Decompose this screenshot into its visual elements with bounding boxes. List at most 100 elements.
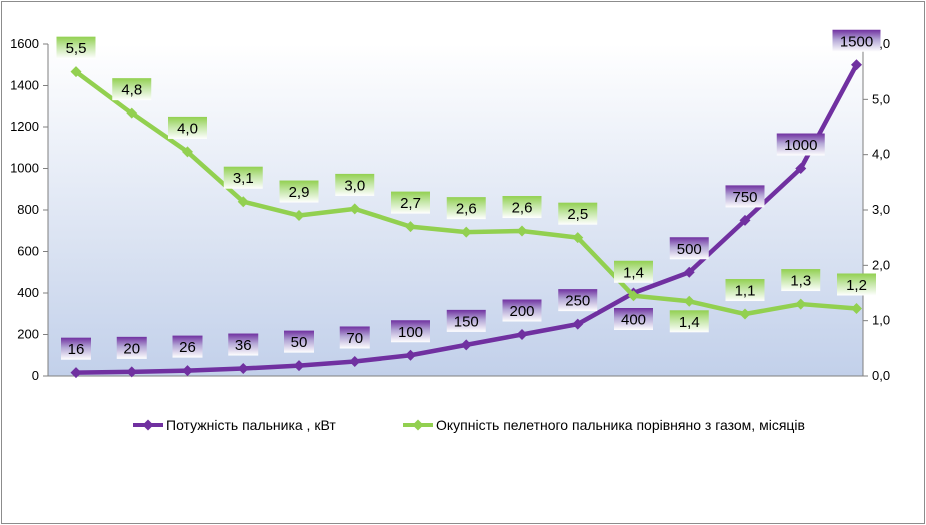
data-label-text: 16 [68, 341, 85, 358]
y-right-tick-label: 5,0 [872, 91, 890, 106]
data-label-box [335, 173, 375, 196]
data-label-text: 50 [291, 334, 308, 351]
data-label-text: 150 [454, 313, 479, 330]
data-label-box [446, 309, 486, 332]
data-label-text: 1500 [840, 33, 873, 50]
data-label-power: 50 [284, 330, 314, 353]
data-label-text: 250 [565, 293, 590, 310]
data-point-payback [795, 298, 807, 310]
data-label-box [391, 191, 430, 214]
y-left-tick-label: 1600 [10, 36, 39, 51]
data-point-power [516, 329, 528, 340]
data-point-payback [70, 66, 82, 78]
data-point-power [182, 365, 193, 377]
data-point-payback [182, 146, 193, 158]
data-label-box [112, 78, 152, 101]
data-label-text: 4,0 [177, 120, 198, 137]
data-label-box [781, 269, 821, 292]
data-label-text: 2,5 [567, 206, 588, 223]
data-label-box [339, 326, 370, 349]
data-label-power: 20 [116, 336, 147, 359]
data-label-payback: 2,6 [502, 196, 542, 219]
y-right-tick-label: 2,0 [872, 257, 890, 272]
y-right-tick-label: 4,0 [872, 147, 890, 162]
data-point-power [293, 360, 305, 372]
data-label-box [614, 308, 653, 330]
data-label-box [172, 335, 203, 358]
data-point-power [851, 59, 862, 71]
data-point-power [683, 266, 695, 278]
y-left-tick-label: 800 [17, 202, 39, 217]
data-label-payback: 1,3 [781, 269, 821, 292]
data-label-box [558, 202, 598, 225]
data-point-power [572, 318, 584, 330]
data-label-text: 1000 [784, 137, 817, 154]
data-label-payback: 2,7 [391, 191, 430, 214]
data-point-payback [460, 226, 472, 238]
data-label-payback: 3,0 [335, 173, 375, 196]
data-label-power: 1500 [832, 29, 881, 52]
data-label-text: 4,8 [121, 82, 142, 99]
data-label-box [837, 273, 876, 296]
data-label-payback: 4,8 [112, 78, 152, 101]
legend-item-payback[interactable]: Окупність пелетного пальника порівняно з… [403, 417, 805, 433]
data-label-box [614, 260, 653, 283]
data-label-box [669, 237, 709, 260]
y-left-tick-label: 200 [17, 327, 39, 342]
legend-swatch-marker [412, 419, 424, 431]
data-label-payback: 3,1 [223, 166, 263, 189]
y-left-tick-label: 600 [17, 244, 39, 259]
data-point-payback [628, 290, 639, 302]
data-label-text: 100 [398, 324, 423, 341]
data-point-payback [349, 203, 361, 215]
y-left-tick-label: 0 [32, 368, 39, 383]
legend-label: Потужність пальника , кВт [166, 417, 336, 433]
data-point-power [349, 355, 361, 367]
data-label-box [725, 185, 765, 208]
data-point-payback [237, 196, 249, 208]
data-label-payback: 5,5 [56, 36, 96, 59]
data-label-box [832, 29, 881, 52]
data-label-box [61, 337, 91, 360]
data-label-text: 750 [732, 189, 757, 206]
data-label-box [502, 196, 542, 219]
data-label-power: 750 [725, 185, 765, 208]
data-label-power: 16 [61, 337, 91, 360]
data-label-text: 1,1 [735, 283, 756, 300]
data-label-text: 2,6 [512, 200, 533, 217]
data-label-text: 3,0 [344, 177, 365, 194]
data-label-payback: 2,6 [446, 197, 486, 220]
legend-label: Окупність пелетного пальника порівняно з… [436, 417, 805, 433]
data-label-text: 5,5 [66, 40, 87, 57]
data-point-payback [405, 221, 416, 233]
data-label-box [56, 36, 96, 59]
data-point-power [739, 214, 751, 226]
data-label-text: 200 [509, 303, 534, 320]
data-point-power [405, 349, 416, 361]
data-label-box [446, 197, 486, 220]
data-label-power: 1000 [776, 133, 825, 156]
data-label-payback: 1,4 [669, 310, 709, 333]
data-label-payback: 4,0 [168, 116, 207, 139]
data-label-text: 1,4 [623, 264, 644, 281]
data-label-payback: 2,9 [279, 180, 319, 203]
data-label-box [725, 279, 765, 302]
legend-item-power[interactable]: Потужність пальника , кВт [133, 417, 336, 433]
data-point-payback [739, 308, 751, 320]
data-label-power: 70 [339, 326, 370, 349]
legend: Потужність пальника , кВт Окупність пелет… [133, 417, 805, 433]
data-label-power: 500 [669, 237, 709, 260]
data-label-power: 36 [228, 333, 259, 356]
data-point-payback [851, 302, 862, 314]
data-label-box [279, 180, 319, 203]
y-left-tick-label: 1200 [10, 119, 39, 134]
data-label-box [284, 330, 314, 353]
data-label-text: 70 [346, 330, 363, 347]
data-label-power: 26 [172, 335, 203, 358]
data-label-text: 2,9 [289, 184, 310, 201]
data-label-text: 1,3 [790, 273, 811, 290]
data-label-box [558, 289, 598, 312]
data-label-text: 20 [123, 340, 140, 357]
data-label-payback: 1,2 [837, 273, 876, 296]
y-left-tick-label: 1400 [10, 78, 39, 93]
